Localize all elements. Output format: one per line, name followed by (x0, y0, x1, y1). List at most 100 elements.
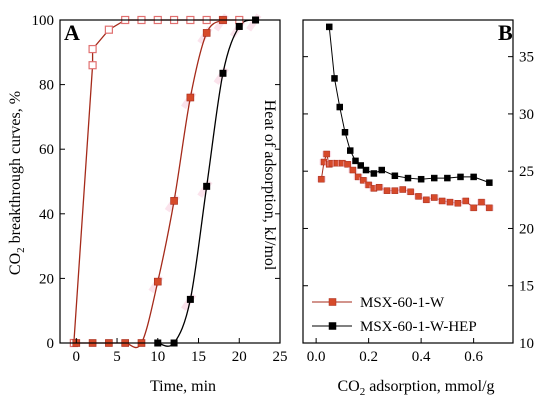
panel-b-x-axis-label-sub: 2 (360, 386, 366, 398)
panel-b-x-tick-label: 0.4 (412, 349, 431, 365)
panel-b-data-point (370, 170, 378, 177)
panel-b-data-point (347, 147, 354, 154)
panel-b-data-point (431, 174, 438, 182)
panel-a-x-axis-label: Time, min (150, 378, 216, 395)
panel-b-data-point (326, 23, 333, 31)
panel-a-series-markers (69, 15, 260, 348)
panel-a-red-square-point (186, 93, 195, 102)
panel-a-y-tick-label: 0 (47, 336, 55, 352)
panel-b-data-point (336, 103, 343, 111)
panel-b-label: B (498, 20, 513, 45)
legend-label: MSX-60-1-W (360, 295, 445, 311)
panel-a-open-square-point (88, 44, 97, 54)
panel-a-y-axis-label-base: CO (7, 253, 24, 275)
panel-a-highlight-layer (148, 13, 262, 311)
panel-b-data-point (407, 188, 414, 196)
panel-b-data-point (444, 174, 451, 182)
panel-a-series-red-line (76, 19, 224, 349)
panel-a-x-tick-label: 0 (73, 349, 81, 365)
panel-a-y-axis-label: CO2 breakthrough curves, % (7, 91, 27, 275)
panel-b-data-point (341, 128, 349, 136)
panel-a-x-tick-label: 5 (113, 349, 121, 365)
panel-b-data-point (357, 162, 364, 169)
panel-b-data-point (352, 157, 359, 165)
panel-b-x-axis-label-rest: adsorption, mmol/g (365, 378, 494, 395)
panel-b-data-point (454, 200, 462, 207)
panel-b-data-point (375, 183, 383, 191)
panel-a-x-tick-label: 15 (191, 349, 206, 365)
panel-a-y-tick-label: 60 (39, 142, 54, 158)
panel-b-data-point (391, 172, 399, 180)
panel-b-x-tick-label: 0.0 (307, 349, 326, 365)
panel-b-data-point (323, 150, 330, 158)
panel-b-data-point (391, 187, 399, 194)
panel-b-data-point (318, 175, 325, 183)
panel-b-data-point (431, 194, 438, 201)
panel-b-y-tick-label: 30 (519, 107, 534, 123)
panel-a-ticks: 0 5 10 15 20 25 0 20 40 60 80 100 (32, 13, 288, 365)
panel-b-y-tick-label: 35 (519, 50, 534, 66)
panel-a-x-tick-label: 10 (150, 349, 165, 365)
panel-a-x-tick-label: 20 (232, 349, 247, 365)
panel-a-y-tick-label: 100 (32, 13, 55, 29)
panel-b-data-point (438, 197, 446, 205)
panel-b-ticks: 0.0 0.2 0.4 0.6 10 15 20 25 30 35 (303, 50, 534, 365)
panel-b-data-point (486, 204, 493, 212)
legend-marker (328, 298, 337, 306)
panel-b-y-tick-label: 25 (519, 164, 534, 180)
panel-b-data-point (399, 186, 406, 193)
panel-b-data-point (331, 75, 338, 82)
panel-b-data-point (360, 177, 367, 184)
panel-a-red-square-point (202, 29, 211, 37)
panel-b-y-tick-label: 20 (519, 221, 534, 237)
panel-b-data-point (354, 173, 362, 181)
panel-b: 0.0 0.2 0.4 0.6 10 15 20 25 30 35 B CO2 adsorptio… (302, 19, 534, 398)
panel-a-x-tick-label: 25 (273, 349, 288, 365)
panel-b-data-point (349, 166, 357, 174)
panel-a-black-square-point (219, 69, 227, 77)
panel-a-plot-frame (59, 19, 281, 344)
panel-a: 0 5 10 15 20 25 0 20 40 60 80 100 A Time, min CO2 b… (7, 13, 288, 395)
panel-b-data-point (417, 175, 425, 183)
panel-a-right-axis-label: Heat of adsorption, kJ/mol (261, 100, 278, 271)
panel-b-data-point (365, 181, 372, 189)
panel-a-series-open-line (73, 19, 240, 344)
panel-a-black-square-point (203, 182, 211, 190)
panel-a-black-square-point (235, 22, 243, 30)
panel-b-x-axis-label-base: CO (337, 378, 359, 395)
panel-b-x-axis-label: CO2 adsorption, mmol/g (337, 378, 494, 398)
panel-b-y-tick-label: 15 (519, 279, 534, 295)
legend-marker (328, 322, 337, 330)
panel-b-x-tick-label: 0.6 (464, 349, 483, 365)
panel-b-data-point (404, 174, 412, 182)
panel-b-data-point (486, 179, 493, 186)
panel-b-data-point (470, 204, 477, 212)
panel-a-black-square-point (186, 295, 194, 303)
panel-b-series-markers (316, 23, 494, 212)
panel-b-y-tick-label: 10 (519, 336, 534, 352)
panel-b-x-tick-label: 0.2 (359, 349, 378, 365)
panel-a-label: A (64, 20, 80, 45)
panel-b-data-point (362, 166, 370, 174)
panel-a-y-axis-label-sub: 2 (15, 247, 27, 253)
panel-a-y-axis-label-rest: breakthrough curves, % (7, 91, 24, 247)
panel-b-data-point (478, 198, 485, 206)
panel-a-open-square-point (88, 61, 97, 70)
panel-a-red-square-point (170, 197, 178, 205)
panel-b-data-point (378, 166, 385, 174)
panel-b-data-point (457, 173, 464, 181)
legend-label: MSX-60-1-W-HEP (360, 319, 477, 335)
panel-a-y-tick-label: 80 (39, 78, 54, 94)
panel-b-data-point (383, 187, 391, 194)
panel-a-y-tick-label: 20 (39, 271, 54, 287)
panel-b-plot-frame (302, 19, 514, 344)
panel-b-data-point (344, 161, 351, 168)
panel-a-open-square-point (104, 25, 113, 34)
panel-b-data-point (446, 198, 454, 206)
panel-b-legend: MSX-60-1-W MSX-60-1-W-HEP (312, 295, 477, 335)
panel-a-series-lines (73, 19, 256, 349)
panel-a-y-tick-label: 40 (39, 207, 54, 223)
panel-b-data-point (470, 173, 477, 181)
panel-b-data-point (415, 193, 422, 200)
